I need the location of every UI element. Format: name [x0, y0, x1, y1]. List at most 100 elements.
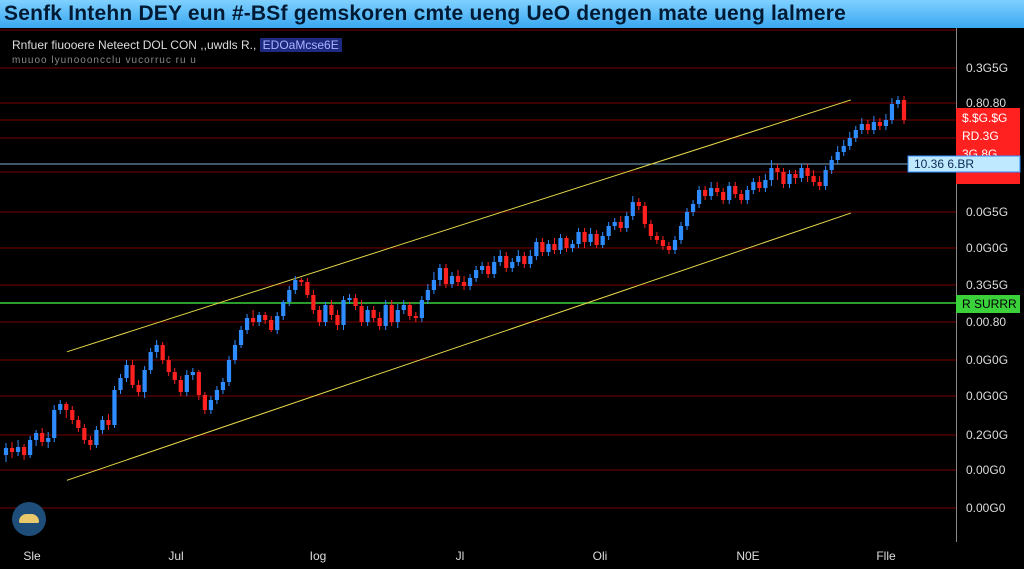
price-axis-label: 0.00G0 [966, 463, 1006, 477]
chart-info-sub: muuoo lyunoooncclu vucorruc ru u [12, 55, 197, 66]
candle-body [901, 100, 907, 120]
candle-body [467, 278, 473, 286]
x-axis-label: Oli [593, 549, 608, 563]
candle-body [202, 395, 207, 410]
candle-body [178, 380, 183, 392]
candle-body [636, 202, 641, 206]
candle-body [582, 232, 587, 242]
candle-body [389, 305, 394, 322]
x-axis-label: Flle [876, 549, 896, 563]
candle-body [371, 310, 376, 318]
candle-body [606, 226, 611, 236]
candle-body [805, 168, 810, 176]
candle-body [739, 194, 744, 200]
logo-icon [12, 502, 46, 536]
candle-body [329, 305, 334, 315]
candle-body [835, 152, 840, 160]
candle-body [40, 433, 45, 442]
x-axis-label: Iog [310, 549, 327, 563]
candle-body [419, 300, 424, 318]
candle-body [684, 212, 690, 226]
candle-body [287, 290, 292, 302]
candle-body [142, 370, 147, 392]
candle-body [76, 420, 81, 428]
up-tag-text: RD.3G [962, 129, 999, 143]
candle-body [799, 168, 804, 178]
candle-body [112, 390, 117, 425]
candle-body [600, 236, 605, 245]
candle-body [552, 244, 557, 250]
candle-body [232, 345, 238, 360]
candle-body [889, 104, 895, 120]
candle-body [829, 160, 834, 170]
price-axis-label: 0.0G0G [966, 353, 1008, 367]
x-axis-label: Jul [168, 549, 183, 563]
candle-body [865, 124, 870, 130]
candle-body [52, 410, 57, 438]
candle-body [504, 256, 509, 268]
candle-body [9, 448, 15, 452]
price-axis-label: 0.80.80 [966, 96, 1006, 110]
candle-body [3, 448, 9, 455]
candle-body [323, 305, 328, 322]
candle-body [709, 188, 714, 196]
candle-body [793, 174, 798, 178]
candle-body [570, 244, 575, 248]
x-axis-label: N0E [736, 549, 759, 563]
channel-lower-line [66, 212, 852, 481]
candle-body [88, 440, 93, 445]
candle-body [588, 234, 593, 242]
candle-body [437, 268, 443, 280]
candle-body [492, 262, 497, 274]
candle-body [715, 188, 720, 192]
chart-frame [0, 28, 957, 542]
candle-body [648, 224, 653, 236]
candle-body [522, 256, 527, 264]
candle-body [341, 300, 346, 325]
candle-body [70, 410, 75, 420]
candle-body [540, 242, 545, 252]
candle-body [751, 182, 756, 190]
candle-body [449, 276, 455, 284]
candle-body [630, 202, 635, 216]
candle-body [745, 190, 750, 200]
candle-body [703, 190, 708, 196]
info-highlight: EDOaMcse6E [259, 38, 342, 52]
candle-body [190, 372, 195, 375]
candle-body [166, 360, 171, 372]
candle-body [564, 238, 569, 248]
candle-body [226, 360, 232, 382]
candle-body [335, 315, 340, 325]
candle-body [763, 180, 768, 188]
candle-body [130, 365, 135, 385]
candle-body [275, 316, 280, 330]
candle-body [82, 428, 87, 440]
current-price-tag-text: 10.36 6.BR [914, 157, 974, 171]
candle-body [106, 420, 111, 425]
info-text: Rnfuer fiuooere Neteect DOL CON ,,uwdls … [12, 38, 257, 52]
candle-body [696, 190, 702, 204]
candle-body [781, 172, 786, 184]
current-price-tag [907, 155, 1021, 173]
candle-body [769, 168, 774, 180]
candle-body [64, 404, 69, 410]
candle-body [455, 276, 461, 282]
candle-body [443, 268, 449, 284]
x-axis-label: Jl [456, 549, 465, 563]
channel-upper-line [66, 99, 851, 353]
candle-body [46, 438, 51, 442]
candle-body [148, 352, 153, 370]
candle-body [347, 298, 352, 300]
candle-body [21, 447, 27, 455]
candle-body [516, 256, 521, 262]
candle-body [305, 282, 310, 295]
candle-body [425, 290, 430, 300]
candle-body [154, 345, 159, 352]
candle-body [257, 315, 262, 322]
candle-body [365, 310, 370, 322]
candle-body [214, 390, 220, 400]
candle-body [184, 375, 189, 392]
level-tag [956, 295, 1020, 313]
candle-body [775, 168, 780, 172]
